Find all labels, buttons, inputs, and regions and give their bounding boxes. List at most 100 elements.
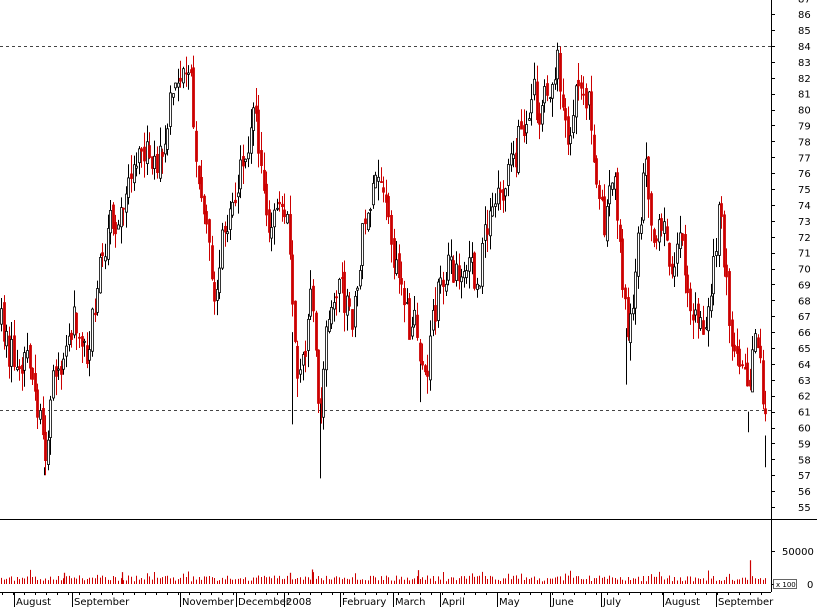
month-label: February xyxy=(342,597,386,607)
candle-body xyxy=(177,82,180,88)
candle-body xyxy=(551,84,554,99)
candle-body xyxy=(304,350,307,357)
candle-body xyxy=(231,201,234,216)
candle-body xyxy=(263,169,266,191)
candle-body xyxy=(731,319,734,347)
candle-body xyxy=(244,158,247,163)
candle-body xyxy=(507,164,510,186)
candle-body xyxy=(624,287,627,300)
candle-body xyxy=(712,256,715,295)
candle-body xyxy=(504,188,507,197)
price-tick-label: 56 xyxy=(798,487,811,498)
candle-body xyxy=(377,176,380,182)
candle-body xyxy=(278,201,281,205)
candle-body xyxy=(143,146,146,162)
candle-body xyxy=(403,288,406,306)
price-tick-label: 61 xyxy=(798,408,811,419)
candle-body xyxy=(133,164,136,184)
candle-body xyxy=(57,368,60,371)
candle-body xyxy=(489,210,492,237)
month-label: August xyxy=(665,597,700,607)
candle-body xyxy=(650,193,653,226)
candle-body xyxy=(354,295,357,328)
candle-body xyxy=(562,94,565,108)
candle-body xyxy=(577,79,580,87)
candle-body xyxy=(229,208,232,230)
candle-body xyxy=(619,224,622,242)
candle-body xyxy=(260,150,263,166)
volume-tick-label: 50000 xyxy=(782,547,814,558)
candle-body xyxy=(567,116,570,145)
volume-axis: 50000 0 x 100 xyxy=(771,547,814,591)
candle-body xyxy=(434,305,437,322)
candle-body xyxy=(499,189,502,193)
candle-body xyxy=(44,431,47,461)
price-tick-label: 80 xyxy=(798,106,811,117)
candle-body xyxy=(120,207,123,228)
candle-body xyxy=(153,155,156,169)
candle-body xyxy=(564,108,567,121)
candle-body xyxy=(179,77,182,82)
month-label: November xyxy=(182,597,235,607)
candle-body xyxy=(200,177,203,199)
candle-body xyxy=(757,337,760,349)
price-tick-label: 55 xyxy=(798,503,811,514)
candle-body xyxy=(494,203,497,207)
candle-body xyxy=(741,364,744,367)
price-tick-label: 86 xyxy=(798,10,811,21)
candle-body xyxy=(582,93,585,96)
candle-body xyxy=(174,82,177,89)
candle-body xyxy=(268,209,271,233)
price-tick-label: 78 xyxy=(798,137,811,148)
candle-body xyxy=(692,314,695,321)
candle-body xyxy=(520,121,523,130)
candle-body xyxy=(429,335,432,381)
candle-body xyxy=(408,298,411,340)
candle-body xyxy=(221,229,224,269)
price-tick-label: 77 xyxy=(798,153,811,164)
candle-body xyxy=(575,85,578,118)
candle-body xyxy=(60,366,63,375)
candle-body xyxy=(101,252,104,257)
candle-body xyxy=(595,158,598,185)
month-label: March xyxy=(395,597,425,607)
price-tick-label: 85 xyxy=(798,26,811,37)
candle-body xyxy=(257,109,260,154)
candle-body xyxy=(216,289,219,301)
candle-body xyxy=(169,92,172,127)
candle-body xyxy=(569,135,572,145)
candle-body xyxy=(161,151,164,157)
candle-body xyxy=(114,222,117,235)
candle-body xyxy=(356,287,359,291)
price-tick-label: 83 xyxy=(798,58,811,69)
candle-body xyxy=(309,288,312,317)
candle-body xyxy=(536,81,539,121)
price-tick-label: 64 xyxy=(798,360,811,371)
price-tick-label: 66 xyxy=(798,328,811,339)
candle-body xyxy=(616,172,619,221)
volume-tick-label: 0 xyxy=(807,580,813,591)
candle-body xyxy=(390,214,393,245)
candle-body xyxy=(611,182,614,190)
candle-body xyxy=(546,83,549,96)
volume-scale-label: x 100 xyxy=(776,581,796,589)
month-label: July xyxy=(602,597,621,607)
candle-body xyxy=(733,344,736,352)
price-tick-label: 82 xyxy=(798,74,811,85)
candle-body xyxy=(491,206,494,217)
price-tick-label: 59 xyxy=(798,439,811,450)
candle-body xyxy=(572,115,575,134)
candle-body xyxy=(34,373,37,392)
candle-body xyxy=(348,298,351,307)
candle-body xyxy=(99,257,102,294)
candle-body xyxy=(75,312,78,334)
candle-body xyxy=(689,288,692,312)
candle-body xyxy=(13,335,16,367)
candle-body xyxy=(445,283,448,292)
candle-body xyxy=(580,82,583,89)
candle-body xyxy=(325,326,328,371)
candle-body xyxy=(166,128,169,150)
candle-body xyxy=(55,366,58,377)
price-tick-label: 79 xyxy=(798,121,811,132)
candle-body xyxy=(307,318,310,351)
